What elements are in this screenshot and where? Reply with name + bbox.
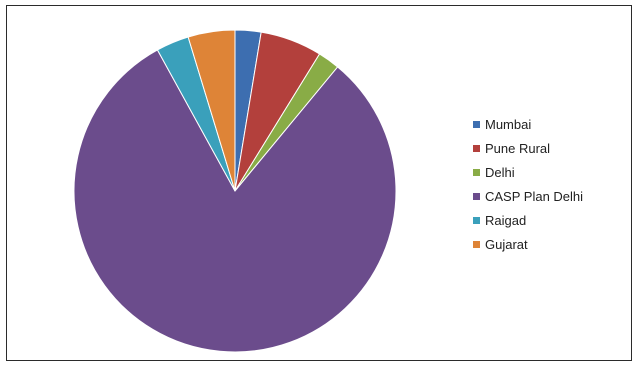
legend-item-pune-rural: Pune Rural	[473, 136, 623, 160]
legend-item-casp-plan-delhi: CASP Plan Delhi	[473, 184, 623, 208]
legend-swatch-casp-plan-delhi	[473, 192, 480, 200]
legend-label-gujarat: Gujarat	[485, 236, 528, 252]
chart-frame: Mumbai Pune Rural Delhi CASP Plan Delhi Raig…	[6, 5, 632, 361]
legend-label-pune-rural: Pune Rural	[485, 140, 551, 156]
legend-item-raigad: Raigad	[473, 208, 623, 232]
pie-chart	[73, 29, 397, 353]
legend-swatch-delhi	[473, 168, 480, 176]
legend-swatch-pune-rural	[473, 144, 480, 152]
legend-item-gujarat: Gujarat	[473, 232, 623, 256]
legend-swatch-gujarat	[473, 240, 480, 248]
legend-label-mumbai: Mumbai	[485, 116, 532, 132]
pie-slices	[73, 29, 397, 353]
pie-slice-casp-plan-delhi	[73, 49, 397, 353]
chart-legend: Mumbai Pune Rural Delhi CASP Plan Delhi Raig…	[473, 112, 623, 256]
legend-label-raigad: Raigad	[485, 212, 527, 228]
pie-slice-gujarat	[187, 29, 236, 192]
legend-swatch-raigad	[473, 216, 480, 224]
legend-swatch-mumbai	[473, 120, 480, 128]
legend-label-delhi: Delhi	[485, 164, 515, 180]
legend-item-mumbai: Mumbai	[473, 112, 623, 136]
legend-item-delhi: Delhi	[473, 160, 623, 184]
legend-label-casp-plan-delhi: CASP Plan Delhi	[485, 188, 584, 204]
